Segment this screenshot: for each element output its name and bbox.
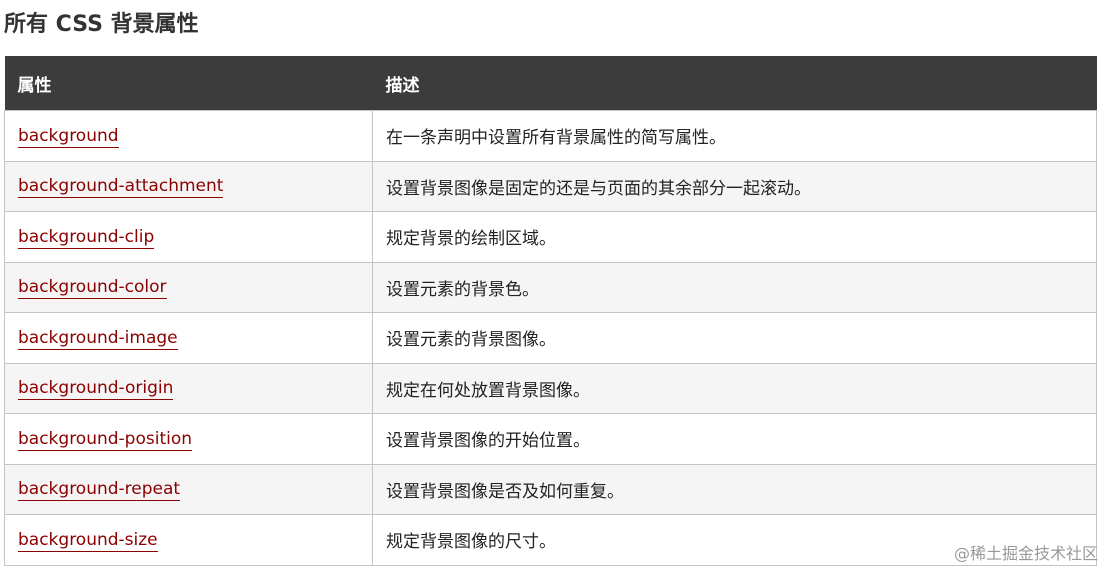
description-cell: 规定在何处放置背景图像。 [372, 362, 1097, 414]
property-link[interactable]: background-image [18, 327, 178, 350]
properties-table: 属性 描述 background 在一条声明中设置所有背景属性的简写属性。 back… [4, 56, 1097, 566]
description-cell: 设置元素的背景色。 [372, 261, 1097, 313]
property-cell: background-attachment [4, 160, 373, 212]
property-link[interactable]: background-attachment [18, 176, 224, 199]
table-row: background 在一条声明中设置所有背景属性的简写属性。 [4, 110, 1097, 162]
description-cell: 设置背景图像是固定的还是与页面的其余部分一起滚动。 [372, 160, 1097, 212]
table-header-row: 属性 描述 [4, 56, 1097, 111]
header-property: 属性 [4, 56, 373, 111]
table-row: background-attachment 设置背景图像是固定的还是与页面的其余部… [4, 160, 1097, 212]
description-cell: 在一条声明中设置所有背景属性的简写属性。 [372, 110, 1097, 162]
table-row: background-origin 规定在何处放置背景图像。 [4, 362, 1097, 414]
page-title: 所有 CSS 背景属性 [4, 12, 199, 37]
table-row: background-size 规定背景图像的尺寸。 [4, 514, 1097, 566]
property-link[interactable]: background-color [18, 277, 167, 300]
property-link[interactable]: background-origin [18, 378, 174, 401]
property-link[interactable]: background [18, 125, 119, 148]
description-cell: 规定背景图像的尺寸。 [372, 514, 1097, 566]
property-cell: background-image [4, 312, 373, 364]
property-cell: background-position [4, 413, 373, 465]
table-row: background-clip 规定背景的绘制区域。 [4, 211, 1097, 263]
description-cell: 设置背景图像是否及如何重复。 [372, 463, 1097, 515]
property-cell: background-size [4, 514, 373, 566]
property-link[interactable]: background-size [18, 529, 158, 552]
watermark: @稀土掘金技术社区 [953, 544, 1098, 563]
property-cell: background-repeat [4, 463, 373, 515]
table-row: background-position 设置背景图像的开始位置。 [4, 413, 1097, 465]
table-row: background-color 设置元素的背景色。 [4, 261, 1097, 313]
property-cell: background-origin [4, 362, 373, 414]
property-link[interactable]: background-position [18, 428, 193, 451]
property-link[interactable]: background-clip [18, 226, 155, 249]
description-cell: 规定背景的绘制区域。 [372, 211, 1097, 263]
property-link[interactable]: background-repeat [18, 479, 181, 502]
property-cell: background [4, 110, 373, 162]
table-row: background-repeat 设置背景图像是否及如何重复。 [4, 463, 1097, 515]
property-cell: background-clip [4, 211, 373, 263]
header-description: 描述 [372, 56, 1097, 111]
description-cell: 设置元素的背景图像。 [372, 312, 1097, 364]
description-cell: 设置背景图像的开始位置。 [372, 413, 1097, 465]
table-row: background-image 设置元素的背景图像。 [4, 312, 1097, 364]
property-cell: background-color [4, 261, 373, 313]
